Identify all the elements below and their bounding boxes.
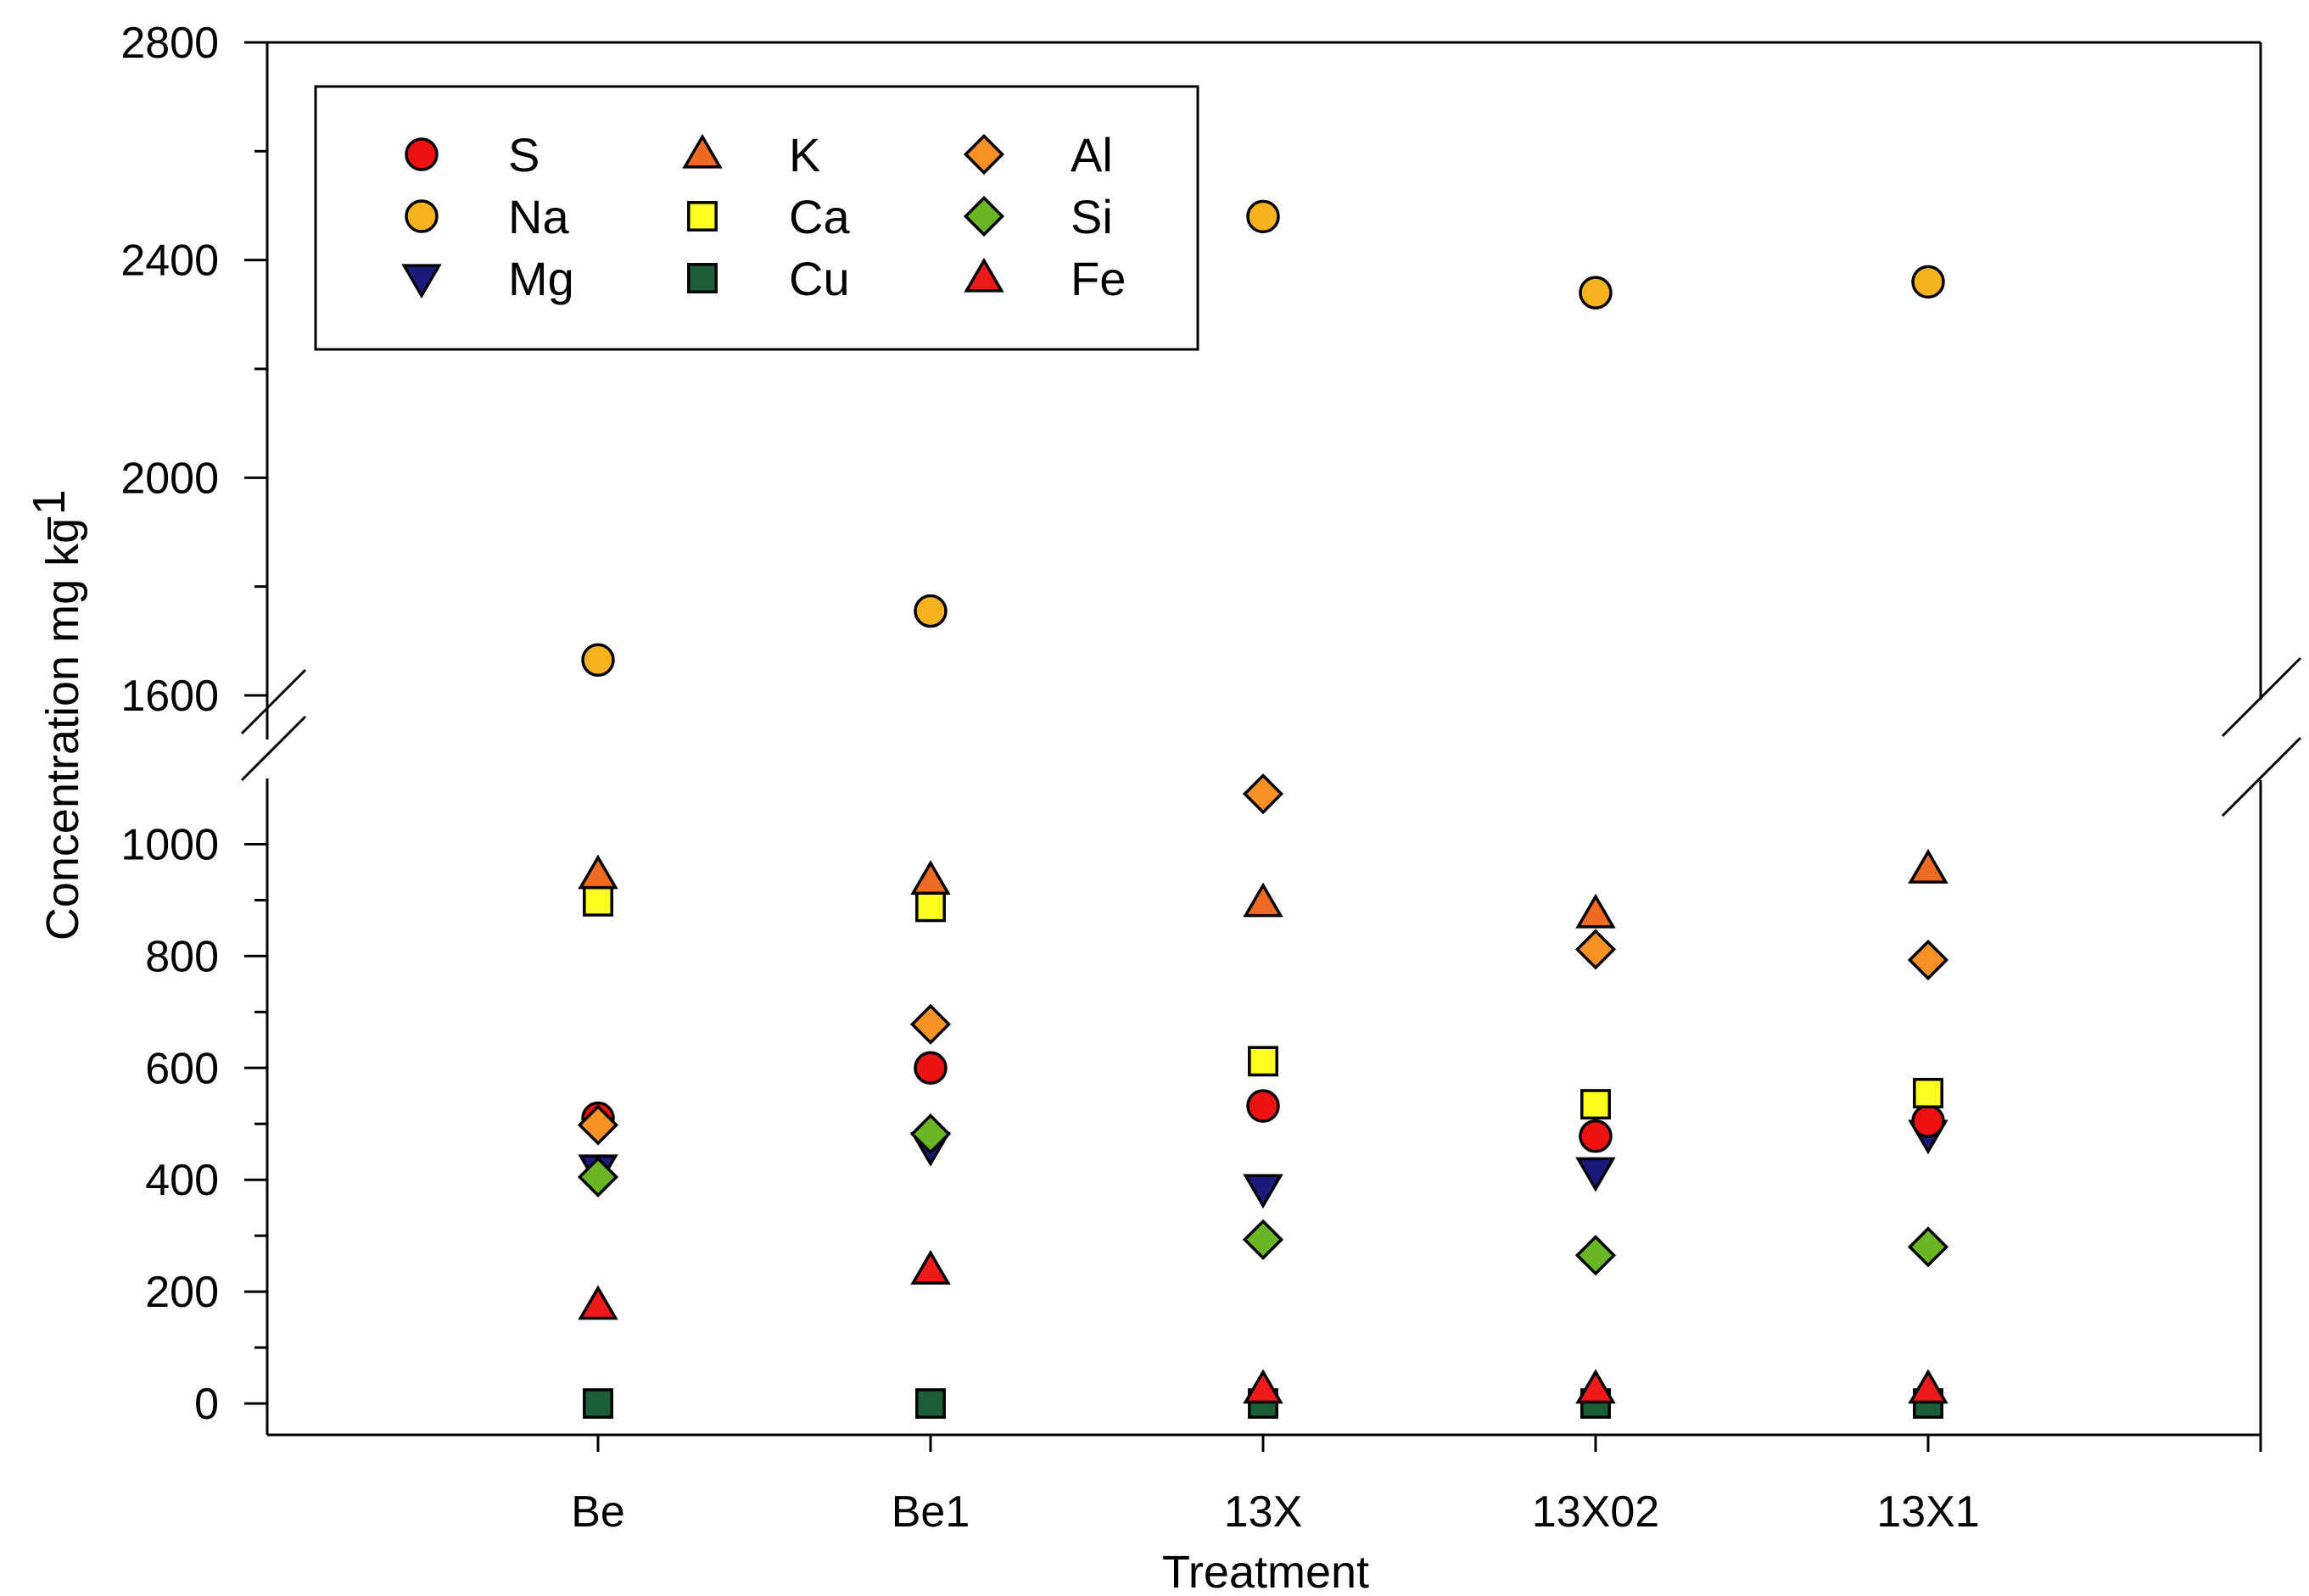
legend-marker-fe [964, 257, 1004, 293]
point-mg-13x02 [1575, 1157, 1616, 1192]
point-na-13x1 [1911, 265, 1945, 299]
y-tick-label: 2400 [120, 237, 219, 286]
legend-label-k: K [789, 128, 820, 181]
break-mark-left-1 [240, 668, 307, 735]
y-tick-label: 1000 [120, 821, 219, 870]
y-tick-label: 2800 [120, 19, 219, 68]
point-k-be1 [910, 860, 951, 896]
point-fe-be [578, 1285, 618, 1320]
legend-label-s: S [508, 128, 540, 181]
x-tick-label: Be1 [892, 1487, 970, 1537]
point-ca-be1 [915, 891, 946, 923]
y-tick-label: 400 [145, 1156, 219, 1205]
point-na-13x02 [1579, 276, 1613, 310]
legend-label-ca: Ca [789, 190, 850, 243]
y-axis-title-group: Concentration mg kg [37, 518, 88, 940]
point-fe-13x02 [1575, 1369, 1616, 1404]
legend: S Na Mg K Ca Cu Al Si Fe [401, 128, 1126, 305]
legend-marker-s [405, 137, 439, 171]
y-tick-label: 2000 [120, 454, 219, 503]
point-si-13x [1242, 1219, 1284, 1260]
point-s-13x [1246, 1089, 1280, 1123]
point-fe-13x [1243, 1369, 1283, 1404]
break-mark-right-2 [2221, 736, 2302, 818]
point-na-13x [1246, 199, 1280, 234]
legend-label-cu: Cu [789, 252, 850, 305]
point-si-13x02 [1574, 1235, 1617, 1276]
point-s-13x1 [1911, 1104, 1945, 1138]
point-s-be1 [914, 1051, 948, 1085]
x-tick-label: 13X1 [1876, 1487, 1979, 1537]
y-tick-label: 0 [194, 1380, 219, 1429]
point-k-13x1 [1908, 848, 1948, 884]
point-al-13x02 [1574, 929, 1617, 970]
point-cu-be [583, 1388, 613, 1419]
legend-label-si: Si [1071, 190, 1113, 243]
point-ca-be [583, 885, 613, 917]
legend-label-fe: Fe [1071, 252, 1126, 305]
legend-marker-al [963, 133, 1005, 176]
y-tick-label: 800 [145, 932, 219, 981]
point-ca-13x [1248, 1046, 1278, 1077]
x-ticks: Be Be1 13X 13X02 13X1 [571, 1435, 1980, 1537]
point-na-be [581, 643, 615, 678]
y-tick-label: 1600 [120, 672, 219, 721]
legend-box [314, 85, 1199, 351]
legend-marker-na [405, 199, 439, 233]
legend-label-na: Na [508, 190, 569, 243]
data-points [577, 199, 1949, 1419]
y-axis-title: Concentration mg kg [37, 518, 88, 940]
point-mg-13x [1243, 1174, 1283, 1209]
point-si-be1 [909, 1113, 952, 1155]
point-cu-be1 [915, 1388, 946, 1419]
break-mark-right-1 [2221, 656, 2302, 738]
point-al-13x [1242, 773, 1284, 815]
x-tick-label: 13X02 [1532, 1487, 1659, 1537]
point-ca-13x02 [1580, 1089, 1611, 1120]
legend-label-mg: Mg [508, 252, 574, 305]
point-ca-13x1 [1913, 1078, 1943, 1108]
point-k-be [578, 854, 618, 890]
x-tick-label: 13X [1224, 1487, 1303, 1537]
y-tick-label: 600 [145, 1044, 219, 1093]
point-k-13x02 [1575, 893, 1616, 929]
point-al-be1 [909, 1003, 952, 1045]
point-si-13x1 [1907, 1226, 1949, 1268]
point-al-be [577, 1104, 619, 1146]
legend-marker-si [963, 195, 1005, 237]
point-si-be [577, 1156, 619, 1197]
break-mark-left-2 [240, 715, 307, 782]
point-fe-13x1 [1908, 1369, 1948, 1404]
x-axis-title: Treatment [1162, 1547, 1369, 1596]
point-al-13x1 [1907, 939, 1949, 981]
point-s-13x02 [1579, 1119, 1613, 1153]
y-tick-label: 200 [145, 1268, 219, 1317]
legend-marker-k [682, 133, 723, 169]
point-k-13x [1243, 882, 1283, 918]
legend-label-al: Al [1071, 128, 1113, 181]
point-fe-be1 [910, 1249, 951, 1285]
x-tick-label: Be [571, 1487, 625, 1537]
legend-marker-cu [687, 263, 718, 293]
legend-marker-mg [401, 264, 442, 299]
legend-marker-ca [687, 201, 718, 232]
y-axis-superscript-group: −1 [24, 489, 75, 542]
y-ticks: 0 200 400 600 800 1000 1600 2000 2400 2800 [120, 19, 267, 1429]
y-axis-title-superscript: −1 [24, 489, 75, 542]
point-na-be1 [914, 594, 948, 628]
